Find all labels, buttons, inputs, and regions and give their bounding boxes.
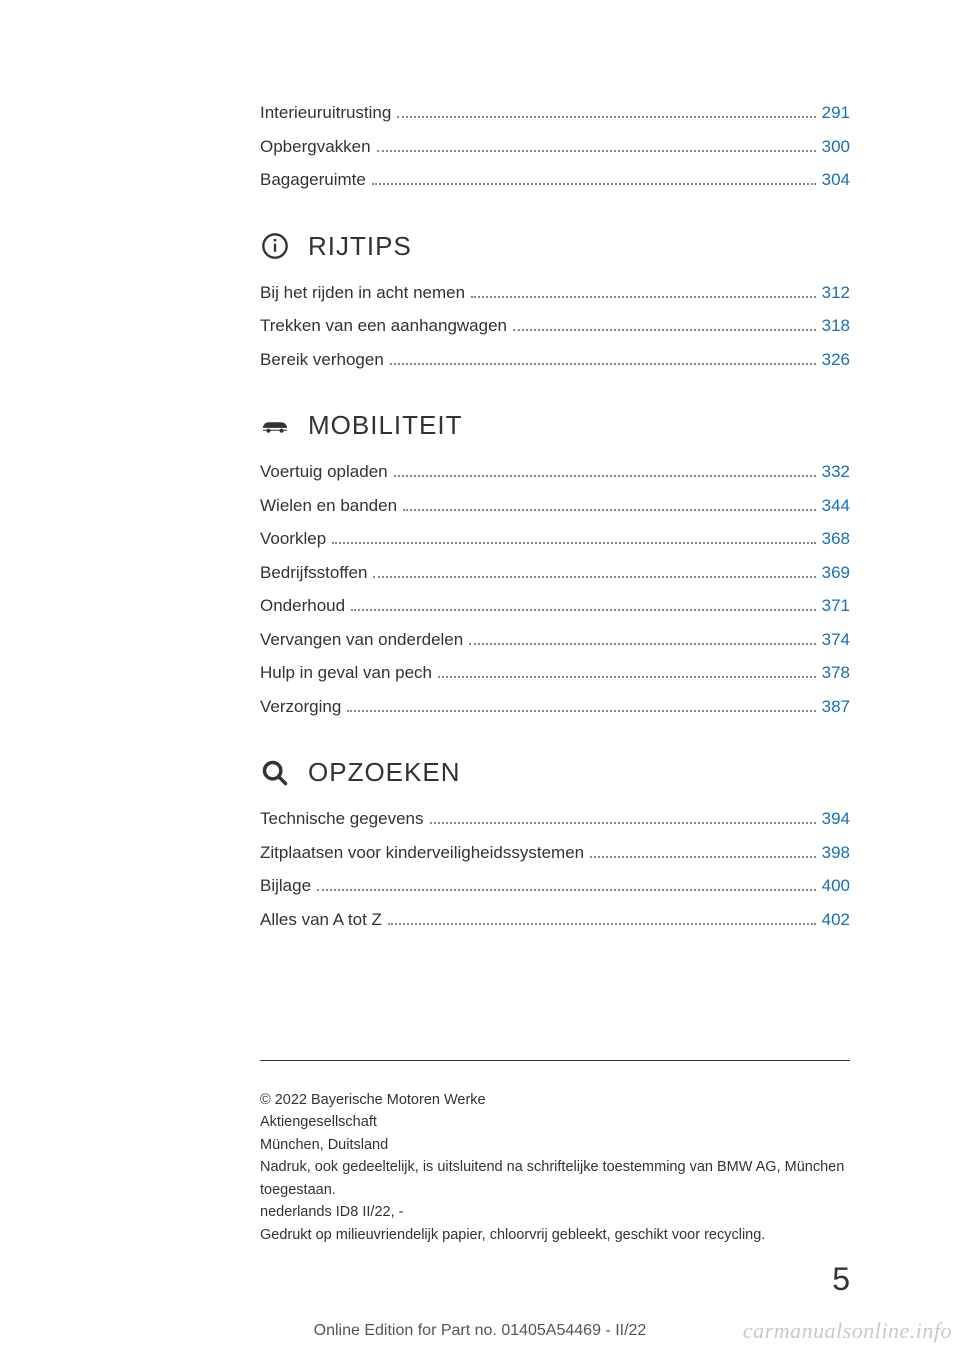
toc-label: Voorklep xyxy=(260,526,326,552)
toc-line[interactable]: Bereik verhogen 326 xyxy=(260,347,850,373)
toc-group-mobiliteit: Voertuig opladen 332 Wielen en banden 34… xyxy=(260,459,850,719)
toc-dots xyxy=(390,363,816,365)
toc-dots xyxy=(347,710,815,712)
toc-label: Hulp in geval van pech xyxy=(260,660,432,686)
car-icon xyxy=(260,411,290,441)
toc-dots xyxy=(394,475,816,477)
toc-page: 387 xyxy=(822,694,850,720)
toc-label: Zitplaatsen voor kinderveiligheidssystem… xyxy=(260,840,584,866)
toc-dots xyxy=(469,643,815,645)
toc-line[interactable]: Zitplaatsen voor kinderveiligheidssystem… xyxy=(260,840,850,866)
toc-line[interactable]: Voorklep 368 xyxy=(260,526,850,552)
toc-line[interactable]: Alles van A tot Z 402 xyxy=(260,907,850,933)
toc-label: Verzorging xyxy=(260,694,341,720)
toc-group-top: Interieuruitrusting 291 Opbergvakken 300… xyxy=(260,100,850,193)
toc-page: 368 xyxy=(822,526,850,552)
toc-line[interactable]: Verzorging 387 xyxy=(260,694,850,720)
toc-dots xyxy=(332,542,815,544)
footer-text: © 2022 Bayerische Motoren Werke Aktienge… xyxy=(260,1089,850,1246)
section-header-rijtips: RIJTIPS xyxy=(260,231,850,262)
toc-label: Bereik verhogen xyxy=(260,347,384,373)
toc-label: Opbergvakken xyxy=(260,134,371,160)
toc-line[interactable]: Onderhoud 371 xyxy=(260,593,850,619)
toc-label: Trekken van een aanhangwagen xyxy=(260,313,507,339)
toc-label: Onderhoud xyxy=(260,593,345,619)
toc-line[interactable]: Wielen en banden 344 xyxy=(260,493,850,519)
footer-rule xyxy=(260,1060,850,1061)
toc-line[interactable]: Opbergvakken 300 xyxy=(260,134,850,160)
toc-line[interactable]: Trekken van een aanhangwagen 318 xyxy=(260,313,850,339)
toc-line[interactable]: Hulp in geval van pech 378 xyxy=(260,660,850,686)
toc-page: 371 xyxy=(822,593,850,619)
footer-line: Nadruk, ook gedeeltelijk, is uitsluitend… xyxy=(260,1156,850,1201)
toc-line[interactable]: Bedrijfsstoffen 369 xyxy=(260,560,850,586)
toc-label: Bijlage xyxy=(260,873,311,899)
toc-page: 332 xyxy=(822,459,850,485)
section-header-opzoeken: OPZOEKEN xyxy=(260,757,850,788)
toc-page: 374 xyxy=(822,627,850,653)
toc-label: Voertuig opladen xyxy=(260,459,388,485)
toc-dots xyxy=(430,822,816,824)
toc-dots xyxy=(471,296,816,298)
footer-line: nederlands ID8 II/22, - xyxy=(260,1201,850,1223)
toc-page: 400 xyxy=(822,873,850,899)
toc-line[interactable]: Bijlage 400 xyxy=(260,873,850,899)
toc-dots xyxy=(403,509,816,511)
toc-page: 300 xyxy=(822,134,850,160)
toc-label: Interieuruitrusting xyxy=(260,100,391,126)
toc-line[interactable]: Interieuruitrusting 291 xyxy=(260,100,850,126)
toc-dots xyxy=(372,183,816,185)
toc-page: 398 xyxy=(822,840,850,866)
toc-line[interactable]: Bagageruimte 304 xyxy=(260,167,850,193)
toc-group-rijtips: Bij het rijden in acht nemen 312 Trekken… xyxy=(260,280,850,373)
toc-page: 326 xyxy=(822,347,850,373)
toc-page: 369 xyxy=(822,560,850,586)
toc-line[interactable]: Bij het rijden in acht nemen 312 xyxy=(260,280,850,306)
page-number: 5 xyxy=(832,1261,850,1298)
toc-page: 344 xyxy=(822,493,850,519)
info-circle-icon xyxy=(260,231,290,261)
toc-label: Bagageruimte xyxy=(260,167,366,193)
toc-dots xyxy=(388,923,816,925)
toc-dots xyxy=(351,609,816,611)
toc-label: Bedrijfsstoffen xyxy=(260,560,367,586)
toc-page: 394 xyxy=(822,806,850,832)
section-title: RIJTIPS xyxy=(308,231,412,262)
toc-line[interactable]: Technische gegevens 394 xyxy=(260,806,850,832)
toc-line[interactable]: Vervangen van onderdelen 374 xyxy=(260,627,850,653)
toc-dots xyxy=(590,856,816,858)
toc-dots xyxy=(373,576,815,578)
section-title: MOBILITEIT xyxy=(308,410,462,441)
footer-block: © 2022 Bayerische Motoren Werke Aktienge… xyxy=(260,1060,850,1246)
section-title: OPZOEKEN xyxy=(308,757,460,788)
toc-label: Wielen en banden xyxy=(260,493,397,519)
toc-page: 304 xyxy=(822,167,850,193)
toc-dots xyxy=(397,116,815,118)
footer-line: Gedrukt op milieuvriendelijk papier, chl… xyxy=(260,1224,850,1246)
footer-line: Aktiengesellschaft xyxy=(260,1111,850,1133)
toc-label: Bij het rijden in acht nemen xyxy=(260,280,465,306)
search-icon xyxy=(260,758,290,788)
toc-label: Technische gegevens xyxy=(260,806,424,832)
toc-dots xyxy=(513,329,816,331)
footer-line: München, Duitsland xyxy=(260,1134,850,1156)
toc-group-opzoeken: Technische gegevens 394 Zitplaatsen voor… xyxy=(260,806,850,932)
toc-page: 378 xyxy=(822,660,850,686)
toc-label: Vervangen van onderdelen xyxy=(260,627,463,653)
toc-page: 312 xyxy=(822,280,850,306)
toc-dots xyxy=(438,676,816,678)
toc-line[interactable]: Voertuig opladen 332 xyxy=(260,459,850,485)
toc-label: Alles van A tot Z xyxy=(260,907,382,933)
toc-dots xyxy=(317,889,816,891)
watermark: carmanualsonline.info xyxy=(743,1318,952,1344)
toc-content: Interieuruitrusting 291 Opbergvakken 300… xyxy=(260,100,850,940)
toc-page: 402 xyxy=(822,907,850,933)
toc-dots xyxy=(377,150,816,152)
section-header-mobiliteit: MOBILITEIT xyxy=(260,410,850,441)
footer-line: © 2022 Bayerische Motoren Werke xyxy=(260,1089,850,1111)
toc-page: 318 xyxy=(822,313,850,339)
toc-page: 291 xyxy=(822,100,850,126)
